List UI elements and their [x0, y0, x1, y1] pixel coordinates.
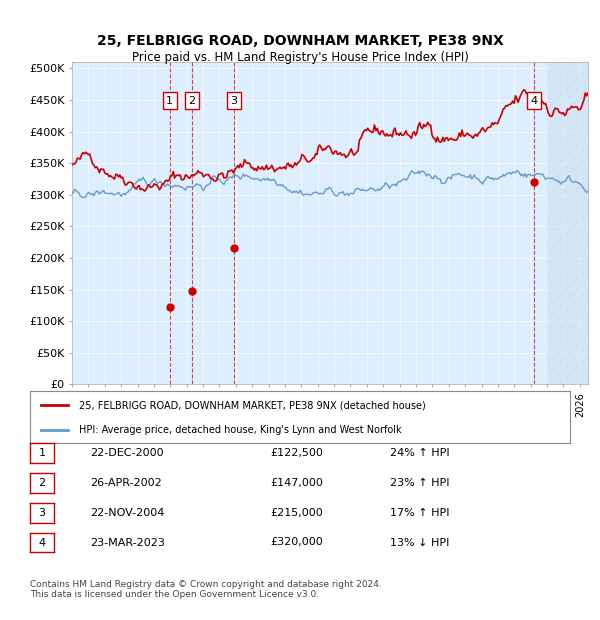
Text: 22-DEC-2000: 22-DEC-2000	[90, 448, 164, 458]
Text: 1: 1	[38, 448, 46, 458]
Text: 3: 3	[38, 508, 46, 518]
Text: 17% ↑ HPI: 17% ↑ HPI	[390, 508, 449, 518]
Text: 26-APR-2002: 26-APR-2002	[90, 478, 162, 488]
Text: 2: 2	[188, 95, 196, 105]
Text: 25, FELBRIGG ROAD, DOWNHAM MARKET, PE38 9NX (detached house): 25, FELBRIGG ROAD, DOWNHAM MARKET, PE38 …	[79, 401, 425, 410]
Text: HPI: Average price, detached house, King's Lynn and West Norfolk: HPI: Average price, detached house, King…	[79, 425, 401, 435]
Point	[165, 302, 175, 312]
Text: £320,000: £320,000	[270, 538, 323, 547]
Text: 24% ↑ HPI: 24% ↑ HPI	[390, 448, 449, 458]
Text: 4: 4	[531, 95, 538, 105]
Text: 3: 3	[230, 95, 238, 105]
Text: Price paid vs. HM Land Registry's House Price Index (HPI): Price paid vs. HM Land Registry's House …	[131, 51, 469, 64]
Text: 2: 2	[38, 478, 46, 488]
Text: 22-NOV-2004: 22-NOV-2004	[90, 508, 164, 518]
Text: 23% ↑ HPI: 23% ↑ HPI	[390, 478, 449, 488]
Text: Contains HM Land Registry data © Crown copyright and database right 2024.
This d: Contains HM Land Registry data © Crown c…	[30, 580, 382, 599]
Point	[229, 244, 239, 254]
Point	[187, 286, 197, 296]
Text: 23-MAR-2023: 23-MAR-2023	[90, 538, 165, 547]
Text: 25, FELBRIGG ROAD, DOWNHAM MARKET, PE38 9NX: 25, FELBRIGG ROAD, DOWNHAM MARKET, PE38 …	[97, 34, 503, 48]
Text: 4: 4	[38, 538, 46, 547]
Text: 1: 1	[166, 95, 173, 105]
Text: £215,000: £215,000	[270, 508, 323, 518]
Text: £122,500: £122,500	[270, 448, 323, 458]
Point	[529, 177, 539, 187]
Text: £147,000: £147,000	[270, 478, 323, 488]
Bar	[547, 62, 588, 384]
Text: 13% ↓ HPI: 13% ↓ HPI	[390, 538, 449, 547]
